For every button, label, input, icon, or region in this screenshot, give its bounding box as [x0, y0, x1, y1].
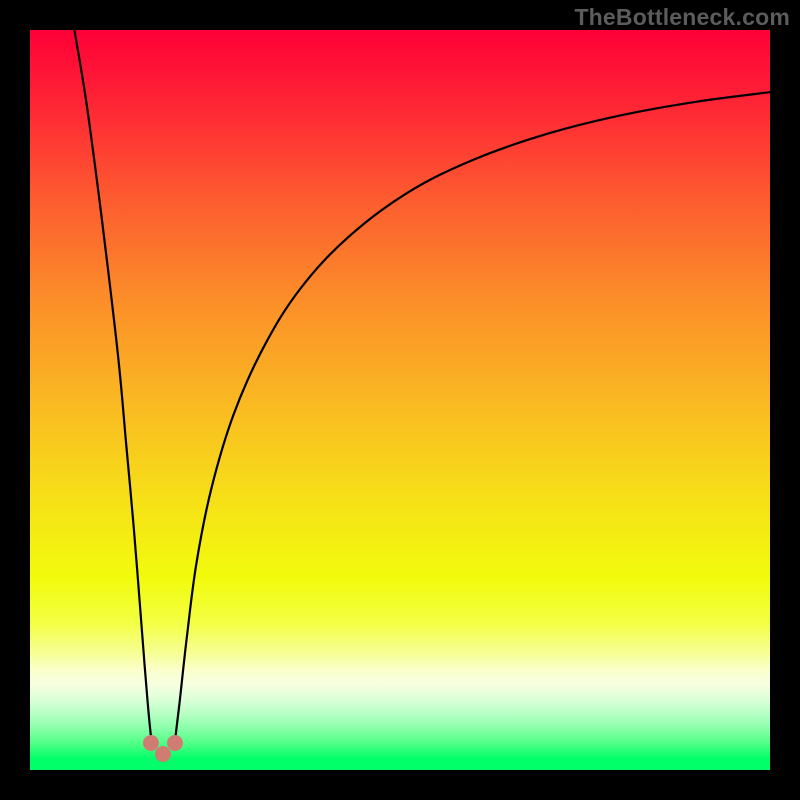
plot-area: [30, 30, 770, 770]
watermark-text: TheBottleneck.com: [574, 4, 790, 31]
curve-right-branch: [175, 92, 770, 740]
curve-marker-2: [167, 735, 183, 751]
curve-left-branch: [74, 30, 151, 740]
chart-container: TheBottleneck.com: [0, 0, 800, 800]
bottleneck-curve: [30, 30, 770, 770]
